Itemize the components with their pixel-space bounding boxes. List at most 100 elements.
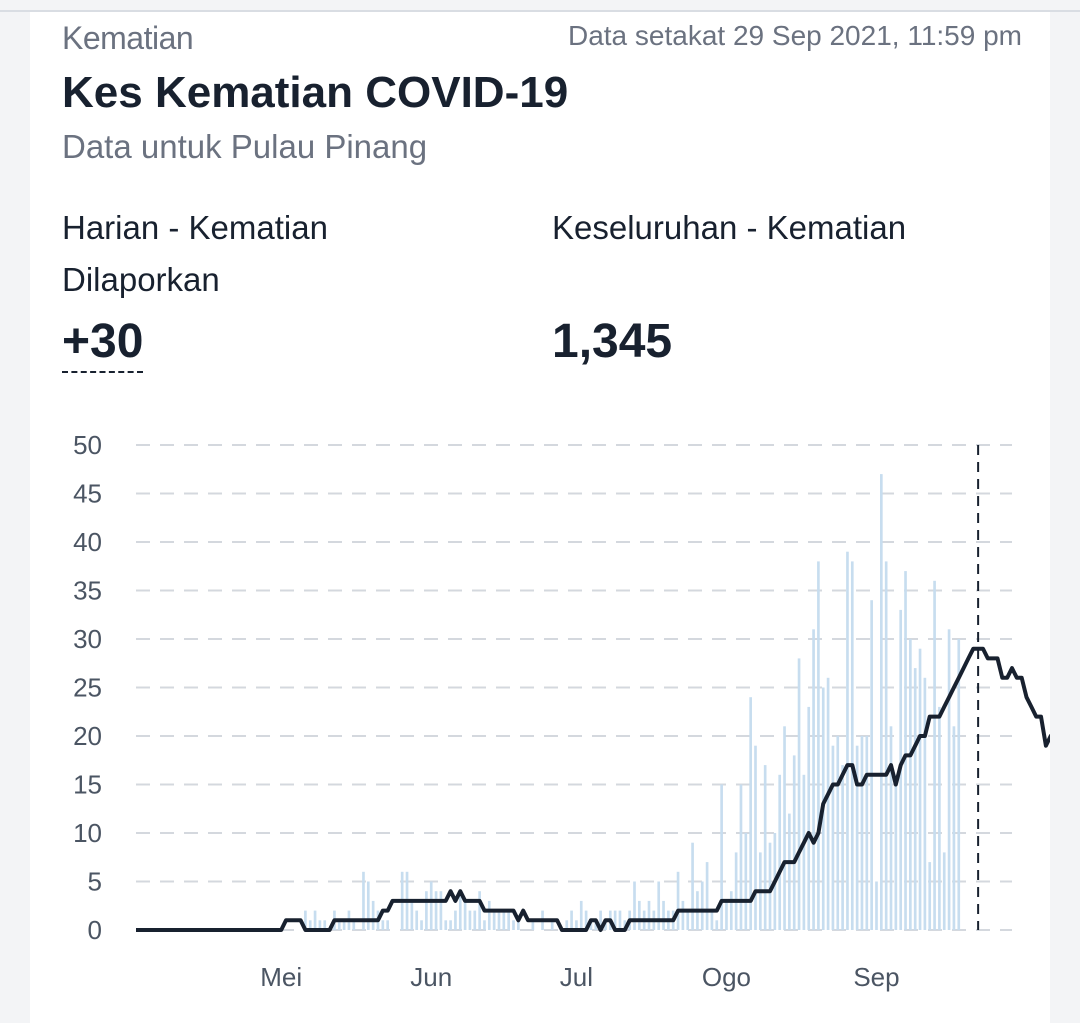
total-deaths-value: 1,345 [552,315,673,368]
bar [909,639,912,930]
y-tick-label: 5 [88,867,102,897]
bar [933,580,936,930]
bar [744,833,748,930]
bar [366,881,370,930]
bar [463,900,467,930]
bar [715,920,719,930]
bar [734,852,738,930]
bar [841,765,844,930]
bar [589,920,593,930]
bar [865,736,869,930]
y-tick-label: 10 [73,818,102,848]
bar [918,648,922,930]
bar [749,697,752,930]
bar [575,920,578,930]
bar [676,871,680,930]
y-tick-label: 15 [73,770,102,800]
moving-average-line [136,646,1050,932]
bar [458,891,462,930]
bar [613,910,617,930]
bar [957,639,961,930]
bar [352,920,356,930]
bar [478,891,481,930]
top-divider [0,10,1080,12]
bar [633,881,636,930]
y-tick-label: 30 [73,624,102,654]
bar [638,900,641,930]
data-timestamp: Data setakat 29 Sep 2021, 11:59 pm [567,20,1022,51]
bar [308,920,312,930]
x-tick-label: Jul [560,962,593,992]
x-tick-label: Mei [260,962,302,992]
bar [565,920,569,930]
y-tick-label: 35 [73,576,102,606]
bar [812,629,815,930]
bar [875,881,878,930]
bar [739,784,743,930]
daily-deaths-value[interactable]: +30 [62,314,144,373]
bar [952,726,956,930]
bar [923,677,927,930]
bar [468,910,472,930]
bar [483,920,486,930]
daily-bars [304,474,961,930]
bar [850,561,854,930]
x-tick-label: Jun [410,962,452,992]
bar [579,900,583,930]
bar [444,920,448,930]
deaths-card: Kematian Data setakat 29 Sep 2021, 11:59… [30,12,1050,1023]
bar [826,677,830,930]
bar [415,910,419,930]
bar [686,910,690,930]
bar [725,900,728,930]
deaths-chart[interactable]: 0 5 10 15 20 25 30 35 40 45 50 Mei Jun Jul Ogo Sep [30,412,1050,1012]
bar [371,900,375,930]
bar [884,561,888,930]
bar [647,900,651,930]
bar [710,910,714,930]
bar [449,920,452,930]
daily-deaths-label: Harian - Kematian Dilaporkan [62,209,328,298]
x-tick-label: Ogo [702,962,751,992]
bar [429,881,433,930]
bar [531,920,535,930]
bar [304,910,307,930]
bar [802,774,806,930]
bar [323,920,327,930]
bar [947,629,951,930]
bar [763,765,767,930]
bar [831,745,835,930]
y-tick-label: 45 [73,479,102,509]
bar [681,900,685,930]
bar [879,474,883,930]
y-tick-label: 0 [88,915,102,945]
bar [434,891,438,930]
bar [754,745,757,930]
bar [807,706,811,930]
bar [657,881,661,930]
y-tick-label: 20 [73,721,102,751]
bar [584,910,588,930]
bar [473,910,477,930]
bar [700,881,704,930]
bar [792,755,796,930]
y-axis-ticks: 0 5 10 15 20 25 30 35 40 45 50 [73,430,102,945]
bar [386,920,389,930]
bar [783,726,786,930]
bar [846,551,849,930]
bar [604,920,607,930]
bar [550,920,554,930]
bar [599,910,602,930]
bar [318,920,322,930]
y-tick-label: 25 [73,673,102,703]
bar [507,910,510,930]
bar [913,668,917,930]
bar [342,920,346,930]
bar [517,920,520,930]
average-line [136,646,1050,932]
bar [439,891,443,930]
card-subtitle: Data untuk Pulau Pinang [62,128,428,165]
bar [362,871,365,930]
x-tick-label: Sep [853,962,899,992]
bar [487,900,491,930]
